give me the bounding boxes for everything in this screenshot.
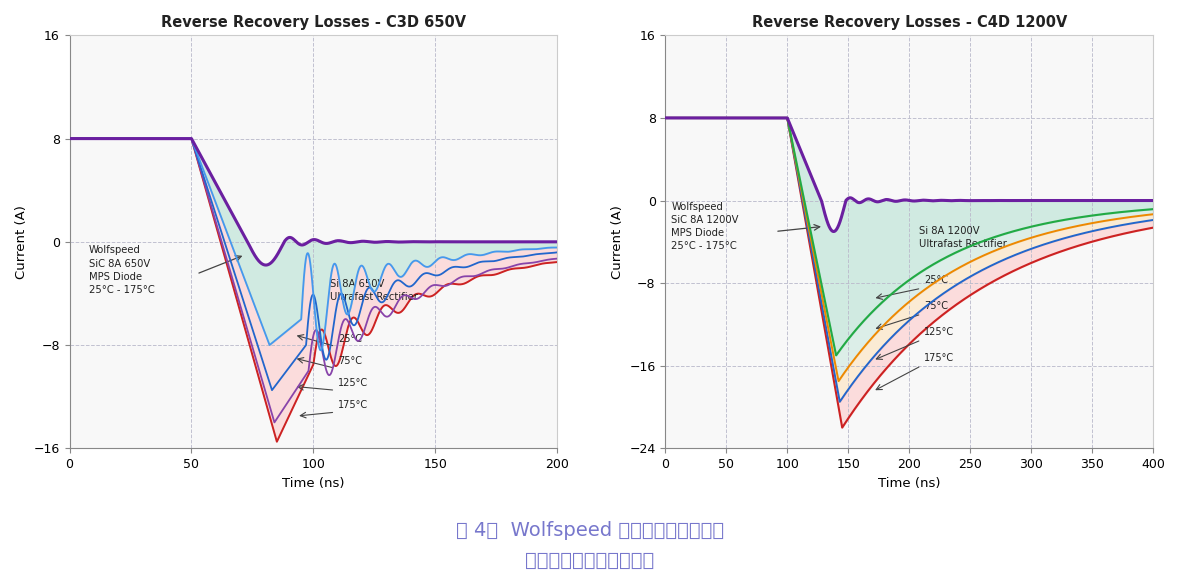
Y-axis label: Current (A): Current (A) — [15, 205, 28, 279]
Text: Si 8A 650V
Ultrafast Rectifier: Si 8A 650V Ultrafast Rectifier — [330, 279, 419, 302]
Text: Wolfspeed
SiC 8A 1200V
MPS Diode
25°C - 175°C: Wolfspeed SiC 8A 1200V MPS Diode 25°C - … — [671, 201, 739, 251]
Text: Wolfspeed
SiC 8A 650V
MPS Diode
25°C - 175°C: Wolfspeed SiC 8A 650V MPS Diode 25°C - 1… — [88, 245, 155, 295]
Y-axis label: Current (A): Current (A) — [611, 205, 624, 279]
Text: 175°C: 175°C — [924, 353, 953, 362]
Title: Reverse Recovery Losses - C3D 650V: Reverse Recovery Losses - C3D 650V — [160, 15, 466, 30]
Text: 25°C: 25°C — [924, 275, 948, 285]
Text: 可大幅降低反向恢复损耗: 可大幅降低反向恢复损耗 — [525, 550, 655, 570]
Title: Reverse Recovery Losses - C4D 1200V: Reverse Recovery Losses - C4D 1200V — [752, 15, 1067, 30]
Text: 75°C: 75°C — [924, 301, 948, 311]
Text: 75°C: 75°C — [337, 357, 362, 367]
Text: Si 8A 1200V
Ultrafast Rectifier: Si 8A 1200V Ultrafast Rectifier — [919, 226, 1007, 249]
Text: 175°C: 175°C — [337, 400, 368, 410]
Text: 图 4：  Wolfspeed 碳化硅肖特基二极管: 图 4： Wolfspeed 碳化硅肖特基二极管 — [455, 521, 725, 541]
Text: 125°C: 125°C — [337, 378, 368, 389]
X-axis label: Time (ns): Time (ns) — [878, 477, 940, 490]
Text: 25°C: 25°C — [337, 335, 362, 345]
X-axis label: Time (ns): Time (ns) — [282, 477, 345, 490]
Text: 125°C: 125°C — [924, 327, 953, 337]
